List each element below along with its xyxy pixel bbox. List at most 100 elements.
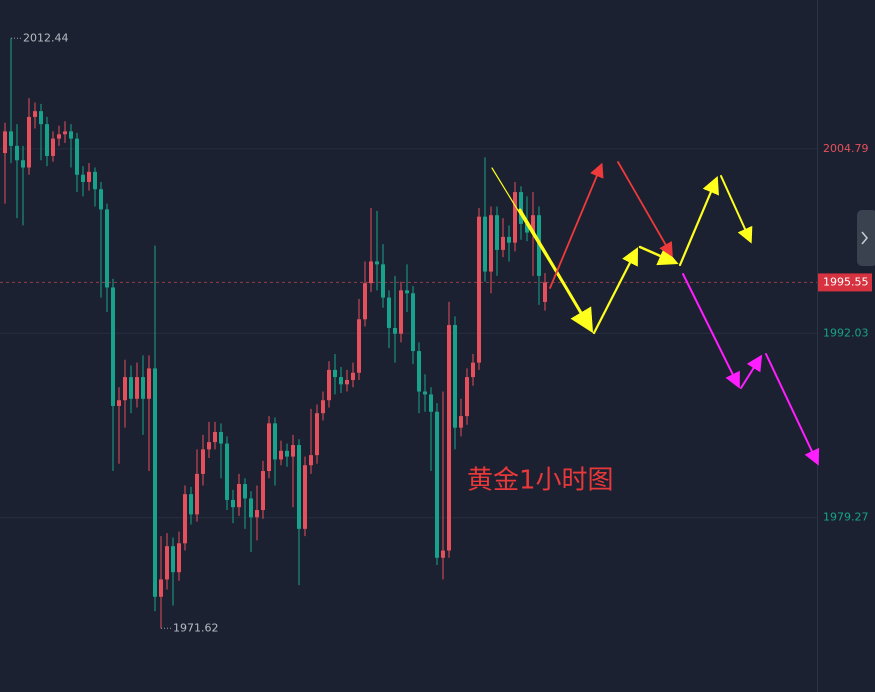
candle-body [147, 368, 151, 399]
candle-body [399, 290, 403, 334]
candle-body [27, 116, 31, 168]
candle-body [381, 264, 385, 298]
annotation: 黄金1小时图 [467, 466, 614, 496]
candle-body [285, 450, 289, 457]
candle-body [69, 131, 73, 139]
candle-body [3, 131, 7, 154]
candle-body [459, 416, 463, 428]
candle-body [405, 290, 409, 294]
candles: 2012.44 1971.62 [3, 31, 547, 634]
candle-body [393, 327, 397, 334]
grid [0, 148, 817, 519]
candle-body [309, 455, 313, 466]
candle-body [423, 391, 427, 395]
candle-body [159, 579, 163, 597]
candle-body [495, 215, 499, 250]
high-label: 2012.44 [23, 31, 69, 44]
forecast-arrows [491, 161, 820, 466]
candle-body [243, 484, 247, 499]
candle-body [81, 174, 85, 182]
candle-body [111, 287, 115, 406]
candle-body [237, 484, 241, 508]
candle-body [15, 145, 19, 161]
candle-body [141, 377, 145, 399]
candle-body [357, 319, 361, 373]
candle-body [279, 450, 283, 460]
candle-body [477, 216, 481, 363]
candle-body [255, 510, 259, 518]
candle-body [231, 499, 235, 508]
candle-body [207, 442, 211, 450]
low-label: 1971.62 [173, 621, 219, 634]
candle-body [411, 293, 415, 352]
candle-body [225, 443, 229, 500]
candle-body [303, 465, 307, 529]
arrow [720, 175, 753, 244]
candle-body [291, 445, 295, 457]
y-tick-label: 2004.79 [823, 142, 869, 155]
candle-body [513, 192, 517, 243]
candle-body [153, 368, 157, 597]
candle-body [453, 325, 457, 428]
candle-body [195, 473, 199, 515]
candle-body [531, 215, 535, 233]
candle-body [171, 546, 175, 573]
candle-body [501, 236, 505, 250]
candle-body [123, 377, 127, 401]
candle-body [93, 171, 97, 190]
candle-body [213, 432, 217, 443]
candle-body [249, 498, 253, 518]
candle-body [345, 379, 349, 385]
candle-body [351, 372, 355, 380]
candle-body [333, 369, 337, 378]
candle-body [45, 124, 49, 156]
candle-body [33, 111, 37, 117]
candle-body [519, 192, 523, 224]
candle-body [483, 216, 487, 272]
candle-body [87, 171, 91, 182]
arrow [617, 161, 673, 258]
candle-body [105, 209, 109, 288]
collapse-button[interactable] [857, 210, 875, 266]
candle-body [261, 471, 265, 511]
candle-body [267, 423, 271, 472]
candle-body [57, 134, 61, 139]
price-label: 1995.55 [823, 275, 869, 288]
candle-body [387, 297, 391, 328]
candle-body [165, 546, 169, 580]
candle-body [369, 261, 373, 284]
candle-body [63, 131, 67, 135]
candle-body [525, 223, 529, 233]
candle-body [201, 449, 205, 474]
candle-body [339, 377, 343, 385]
candle-body [39, 111, 43, 125]
candle-body [273, 423, 277, 460]
candle-body [297, 445, 301, 529]
candle-body [435, 411, 439, 558]
candle-body [429, 394, 433, 412]
candle-body [9, 131, 13, 146]
arrow [518, 208, 594, 334]
candle-body [135, 377, 139, 399]
candle-body [543, 282, 547, 302]
candle-body [507, 236, 511, 243]
y-tick-label: 1979.27 [823, 511, 869, 524]
candle-body [189, 494, 193, 515]
arrow [638, 245, 679, 266]
candle-body [177, 543, 181, 573]
candle-body [117, 400, 121, 406]
candle-body [21, 160, 25, 168]
candle-body [471, 362, 475, 378]
candle-body [315, 413, 319, 456]
candle-body [321, 400, 325, 414]
arrow [592, 247, 639, 335]
candle-body [99, 189, 103, 210]
candle-body [363, 283, 367, 320]
candle-body [465, 377, 469, 417]
arrow [682, 273, 740, 389]
price-label-box [818, 273, 872, 292]
